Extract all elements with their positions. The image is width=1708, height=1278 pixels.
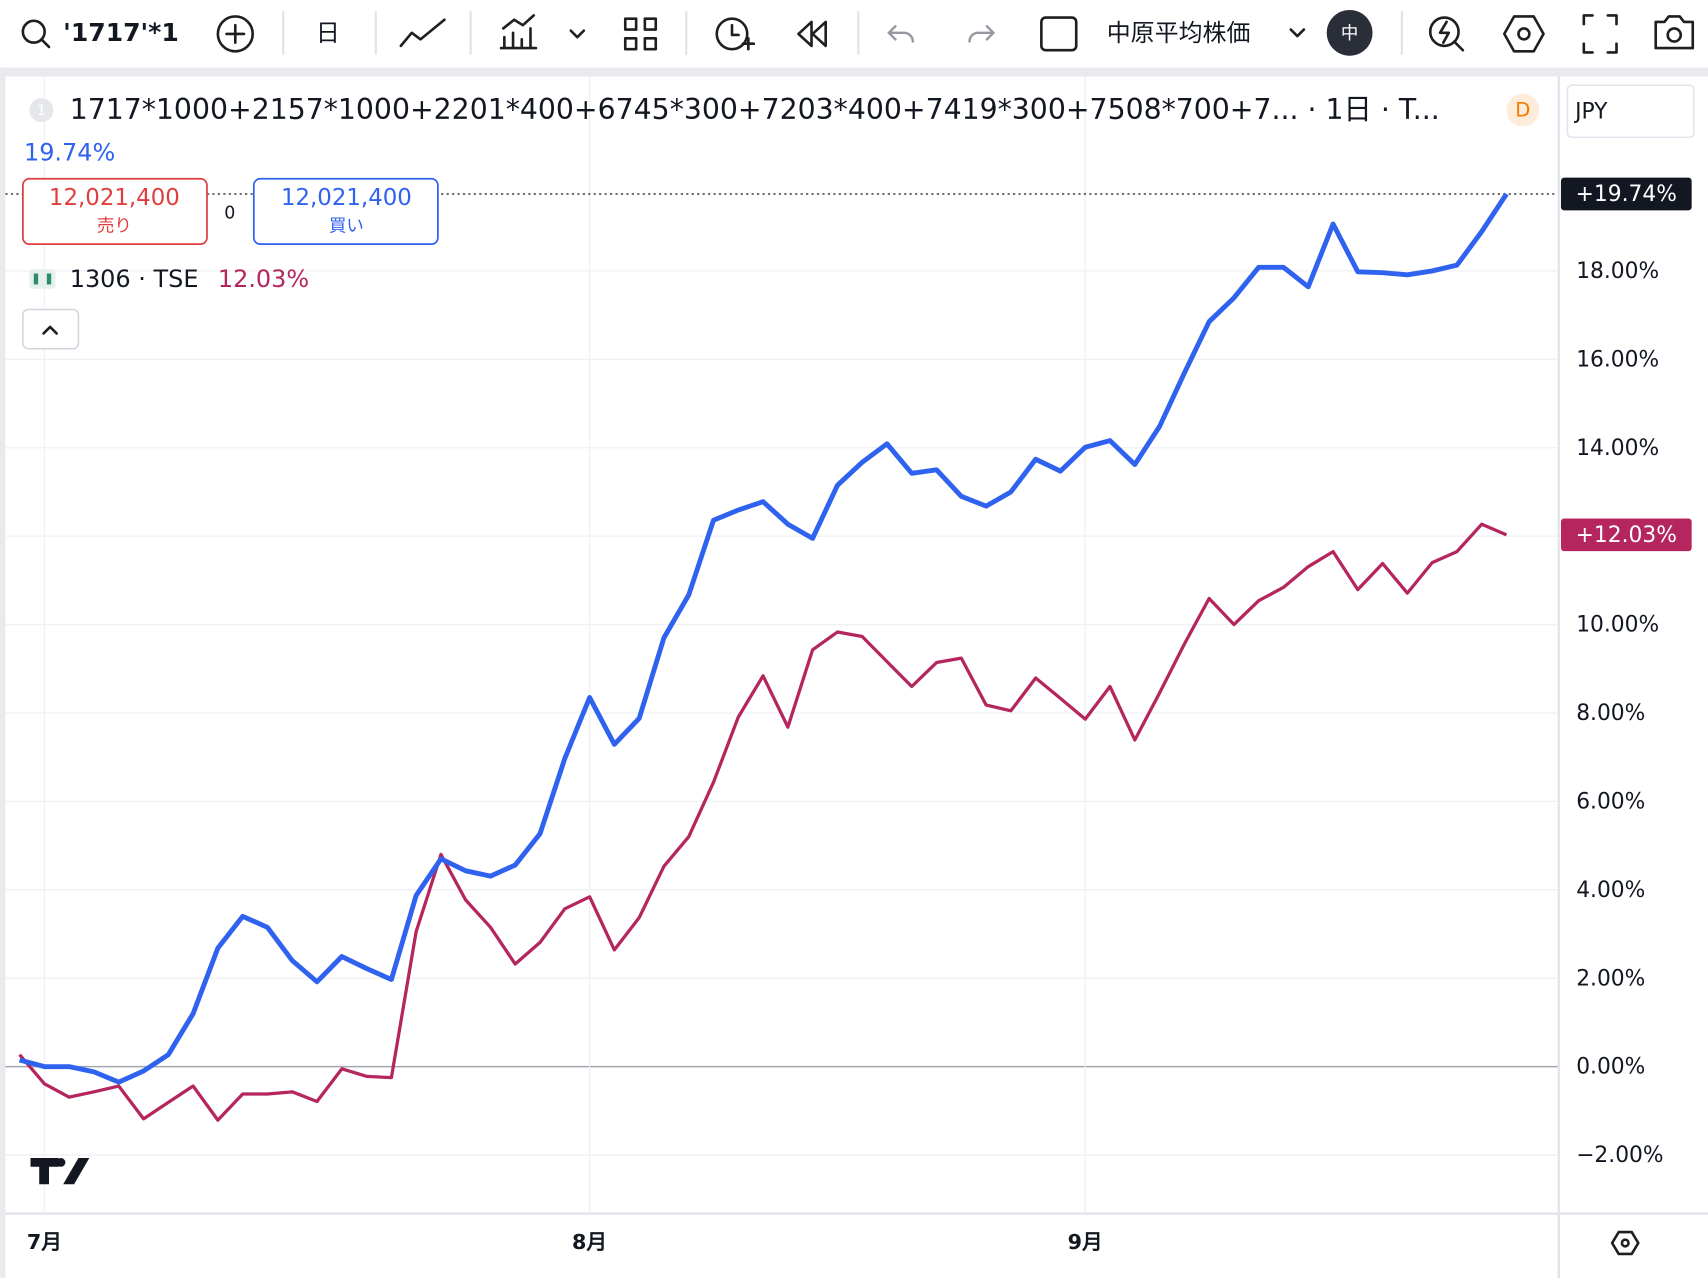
main-series-name: 1717*1000+2157*1000+2201*400+6745*300+72… <box>70 93 1440 126</box>
x-tick-label: 8月 <box>572 1230 607 1254</box>
alert-icon-detail <box>730 23 756 51</box>
x-tick-label: 9月 <box>1068 1230 1103 1254</box>
quick-search[interactable] <box>1428 16 1460 48</box>
search-icon-handle <box>40 38 51 49</box>
x-tick-label: 7月 <box>27 1230 62 1254</box>
last-value-badge <box>1560 518 1692 552</box>
tradingview-logo <box>30 1158 90 1185</box>
y-tick-label: 0.00% <box>1576 1055 1645 1080</box>
avatar[interactable] <box>1326 9 1373 56</box>
series-line <box>18 522 1508 1122</box>
data-badge-text: D <box>1515 99 1530 122</box>
plot: −2.00% 0.00% 2.00% 4.00% 6.00% 8.00% 10.00% 12.… <box>5 76 1664 1254</box>
fullscreen[interactable] <box>1582 14 1618 54</box>
y-tick-label: 10.00% <box>1576 613 1659 638</box>
screenshot-lens <box>1666 27 1683 43</box>
fullscreen-box[interactable] <box>1040 16 1078 52</box>
axis-settings[interactable] <box>1610 1230 1640 1256</box>
index-name[interactable]: 中原平均株価 <box>1107 19 1251 47</box>
undo[interactable] <box>887 25 915 43</box>
screenshot[interactable] <box>1654 15 1695 50</box>
y-tick-label: 18.00% <box>1576 259 1659 284</box>
currency-box[interactable] <box>1566 84 1695 139</box>
legend: 1 1717*1000+2157*1000+2201*400+6745*300+… <box>22 84 1695 1256</box>
axis-settings-dot <box>1620 1238 1630 1248</box>
compare-icon-bar <box>46 273 52 285</box>
tradingview-logo-dot <box>56 1158 66 1167</box>
replay-icon[interactable] <box>797 20 827 48</box>
left-border <box>0 67 6 1278</box>
compare-series-name: 1306 · TSE <box>70 265 199 293</box>
y-tick-label: 4.00% <box>1576 878 1645 903</box>
add-symbol[interactable] <box>216 15 255 53</box>
buy-price: 12,021,400 <box>281 185 412 211</box>
avatar-text: 中 <box>1341 24 1358 44</box>
settings[interactable] <box>1502 15 1545 53</box>
compare-icon-bar <box>33 273 39 285</box>
sell-price: 12,021,400 <box>49 185 180 211</box>
quick-search-detail <box>1438 20 1465 52</box>
legend-badge-text: 1 <box>37 103 46 119</box>
chart-type-icon[interactable] <box>399 18 446 48</box>
sell-label: 売り <box>97 217 132 237</box>
y-tick-label: 14.00% <box>1576 436 1659 461</box>
legend-badge <box>29 98 54 123</box>
layout-icon[interactable] <box>623 17 658 51</box>
spread: 0 <box>224 204 235 224</box>
y-tick-label: −2.00% <box>1576 1143 1663 1168</box>
buy-button[interactable] <box>252 177 439 246</box>
add-symbol-plus <box>225 23 246 44</box>
toolbar-divider <box>0 67 1708 77</box>
alert-icon[interactable] <box>715 17 749 51</box>
y-tick-label: 16.00% <box>1576 347 1659 372</box>
symbol[interactable]: '1717'*1 <box>63 18 179 47</box>
indicators-icon[interactable] <box>499 14 538 50</box>
dropdown[interactable] <box>1289 28 1306 38</box>
interval[interactable]: 日 <box>316 19 340 47</box>
compare-series-value: 12.03% <box>218 265 309 293</box>
main-series-value: 19.74% <box>24 139 115 167</box>
buy-label: 買い <box>329 217 364 237</box>
settings-dot <box>1517 27 1531 41</box>
sell-button[interactable] <box>22 177 208 246</box>
y-tick-label: 6.00% <box>1576 789 1645 814</box>
dropdown[interactable] <box>569 29 586 39</box>
last-value-badge <box>1560 177 1692 211</box>
data-badge <box>1506 93 1540 127</box>
series-line <box>18 192 1509 1085</box>
search-icon[interactable] <box>21 19 46 44</box>
toolbar: '1717'*1 日 中原平均株価 中 <box>21 9 1695 56</box>
last-value-label: +19.74% <box>1576 182 1677 207</box>
collapse-arrow <box>42 325 58 335</box>
redo[interactable] <box>968 25 996 43</box>
currency: JPY <box>1573 99 1608 124</box>
y-tick-label: 2.00% <box>1576 966 1645 991</box>
compare-icon <box>29 269 56 289</box>
y-tick-label: 8.00% <box>1576 701 1645 726</box>
last-value-label: +12.03% <box>1576 523 1677 548</box>
